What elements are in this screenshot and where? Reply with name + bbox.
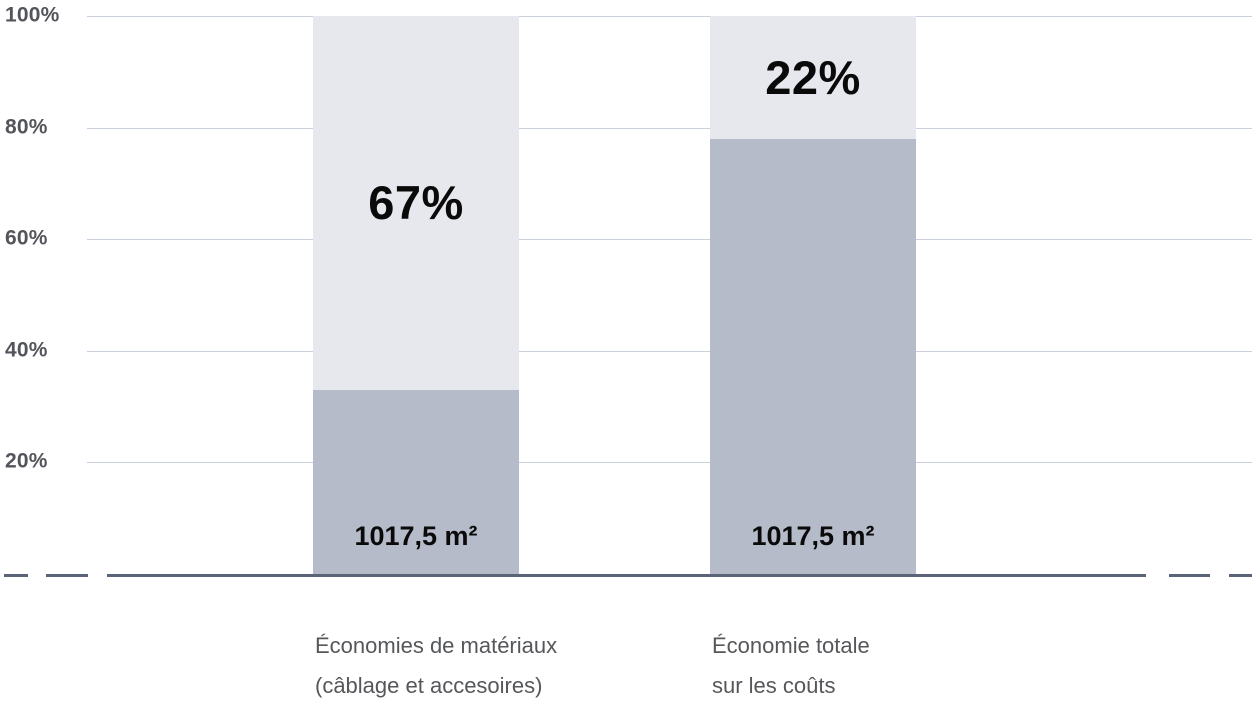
y-tick-label: 20% — [5, 449, 48, 473]
category-label-line: Économie totale — [712, 633, 870, 658]
stacked-bar: 22% 1017,5 m² — [710, 16, 916, 574]
y-tick-label: 80% — [5, 115, 48, 139]
y-tick-label: 100% — [5, 3, 60, 27]
segment-percentage-label: 22% — [765, 50, 861, 104]
bar-segment-bottom: 1017,5 m² — [710, 138, 916, 574]
category-label-line: sur les coûts — [712, 673, 836, 698]
gridline — [87, 16, 1252, 17]
gridline — [87, 127, 1252, 129]
segment-area-label: 1017,5 m² — [751, 521, 875, 551]
segment-area-label: 1017,5 m² — [354, 521, 478, 551]
y-tick-label: 60% — [5, 226, 48, 250]
y-tick-label: 40% — [5, 338, 48, 362]
x-axis-line-segment — [46, 574, 88, 577]
gridline — [87, 462, 1252, 464]
category-label-line: Économies de matériaux — [315, 633, 558, 658]
bar-segment-bottom: 1017,5 m² — [313, 389, 519, 574]
category-label: Économie totale sur les coûts — [712, 626, 870, 701]
x-axis-line-segment — [107, 574, 1146, 577]
category-label-line: (câblage et accesoires) — [315, 673, 543, 698]
gridline — [87, 239, 1252, 241]
stacked-bar: 67% 1017,5 m² — [313, 16, 519, 574]
x-axis-line-segment — [1229, 574, 1252, 577]
bar-segment-top: 67% — [313, 16, 519, 390]
bar-segment-top: 22% — [710, 16, 916, 139]
x-axis-line-segment — [1169, 574, 1210, 577]
segment-percentage-label: 67% — [368, 176, 464, 230]
gridline — [87, 350, 1252, 352]
x-axis-line-segment — [4, 574, 28, 577]
category-label: Économies de matériaux (câblage et acceso… — [315, 626, 557, 701]
